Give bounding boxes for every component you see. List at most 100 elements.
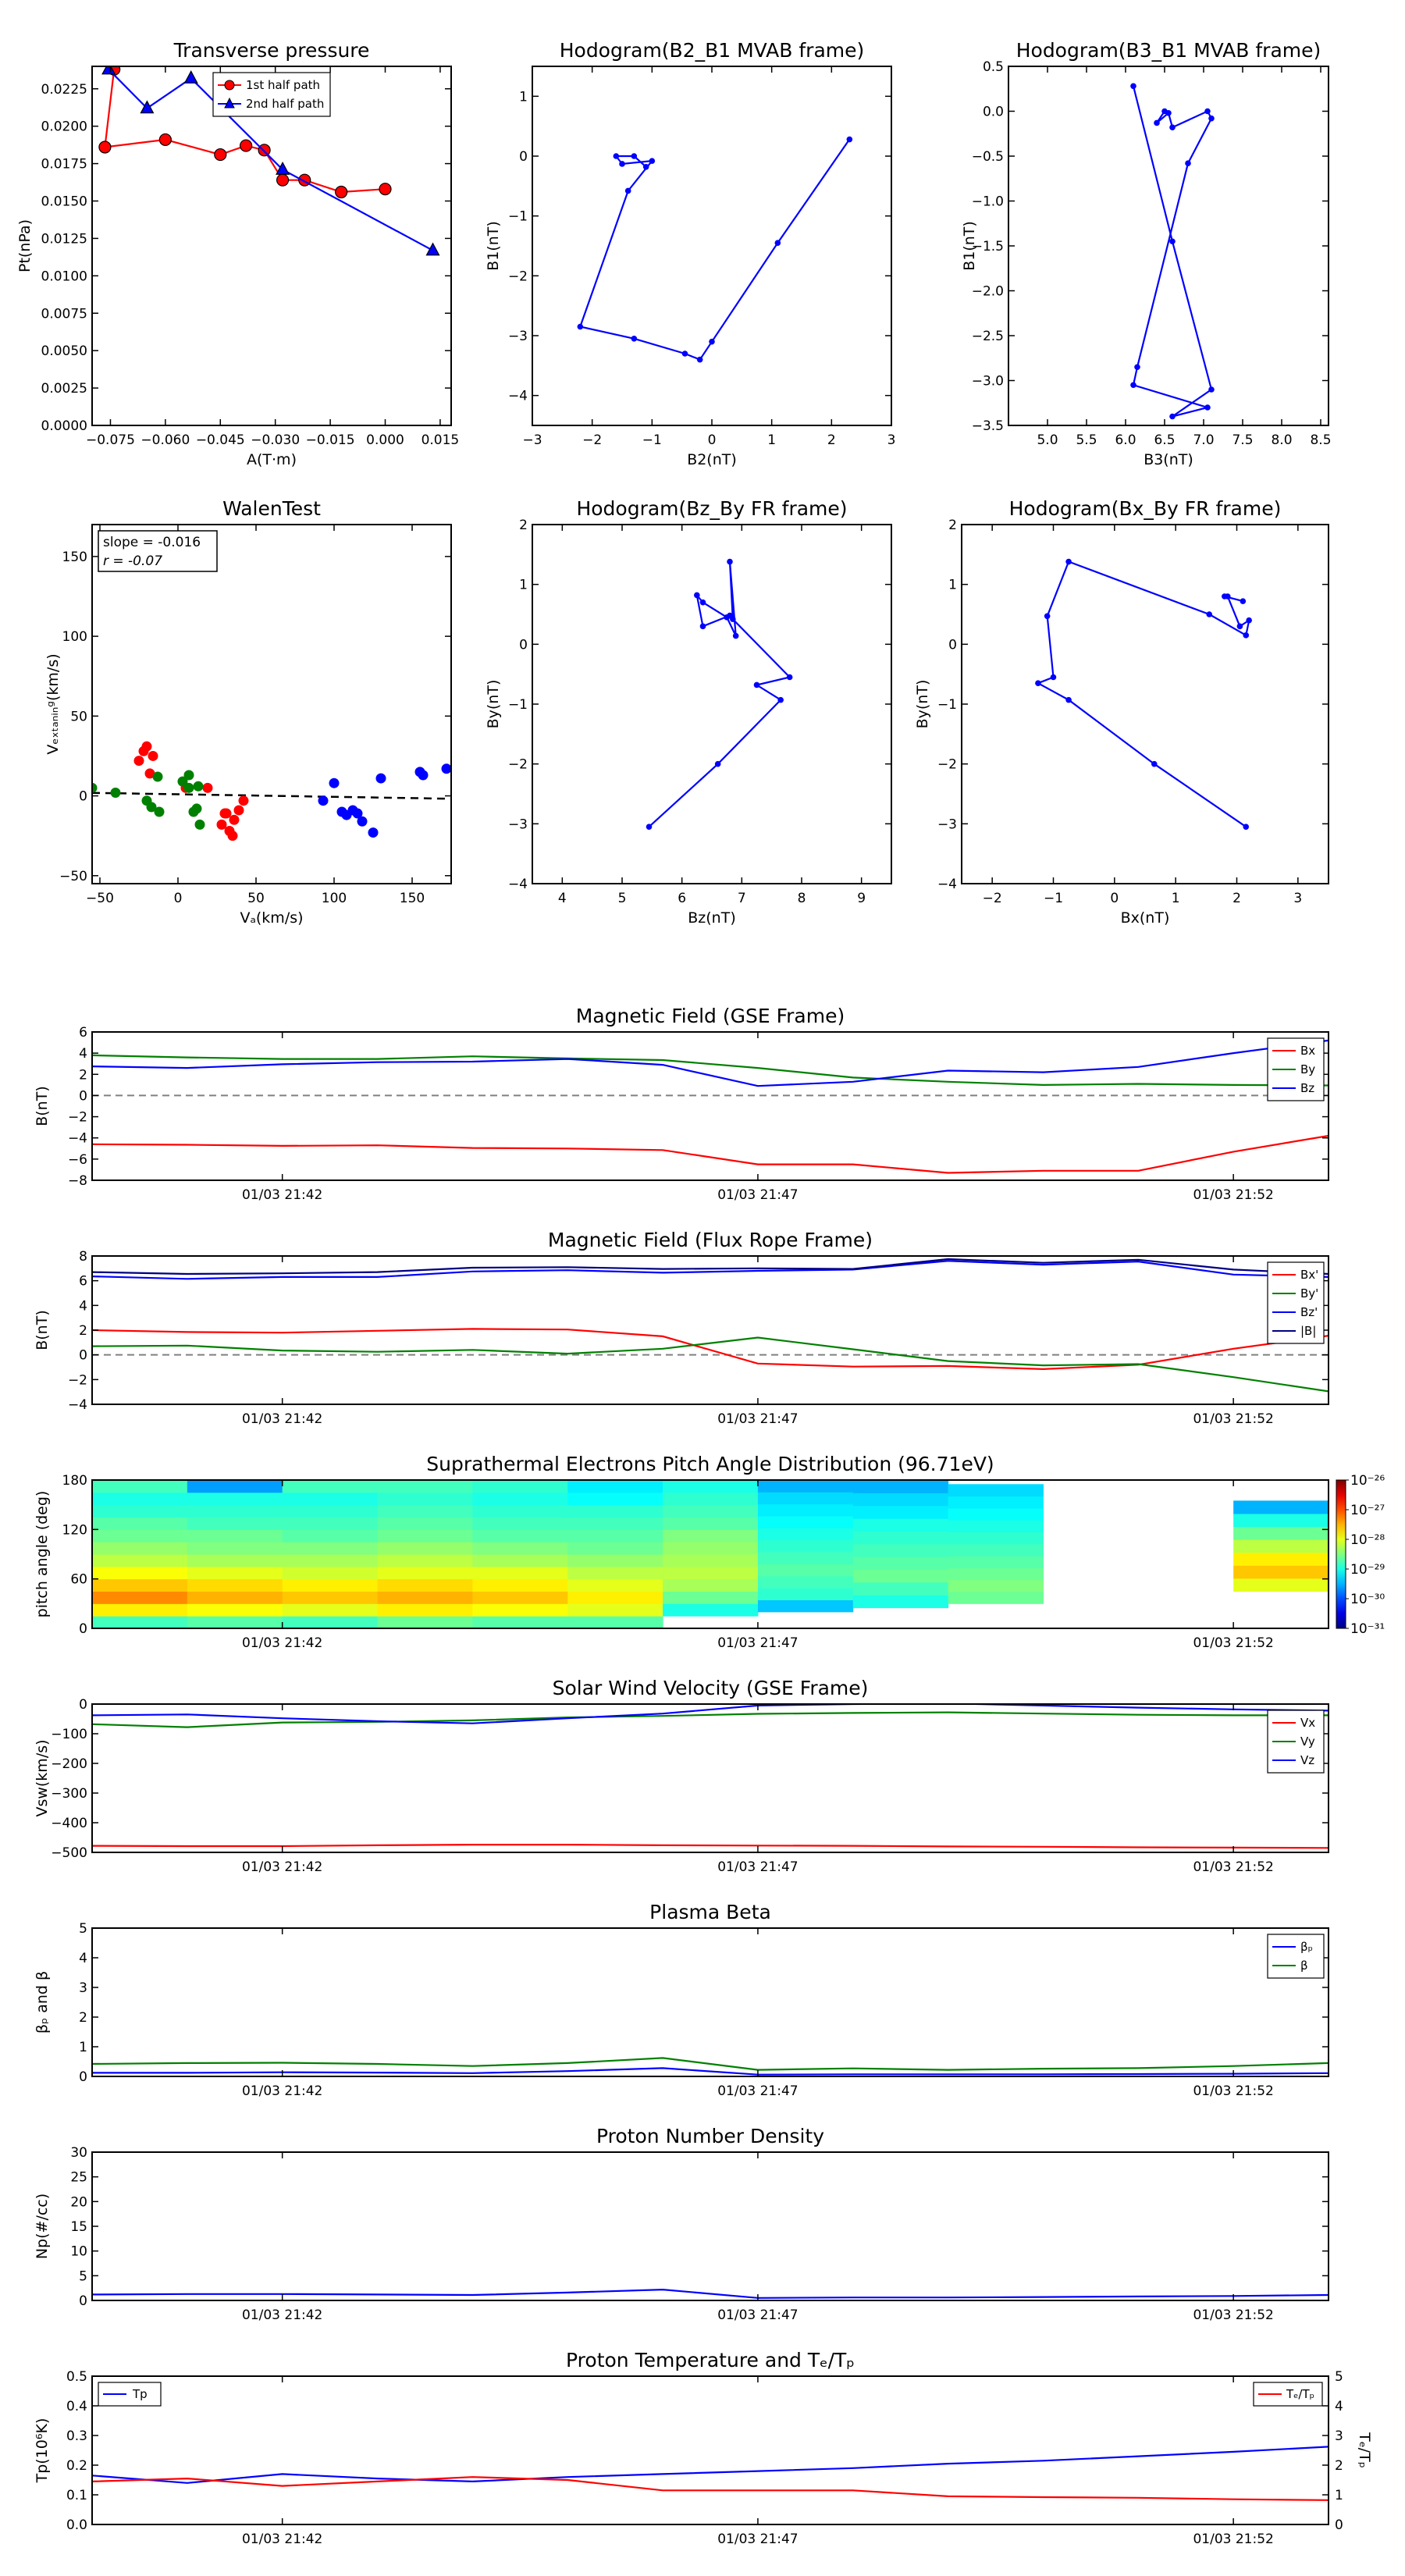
- data-point: [379, 183, 392, 196]
- y-tick-label: −2: [508, 757, 528, 773]
- x-tick-label: −2: [582, 432, 602, 448]
- heatmap-cell: [852, 1543, 949, 1557]
- data-point: [193, 781, 204, 792]
- legend-box: [1267, 1934, 1325, 1979]
- heatmap-cell: [187, 1578, 283, 1592]
- x-tick-label: 01/03 21:42: [242, 1859, 322, 1875]
- heatmap-cell: [377, 1504, 473, 1517]
- heatmap-cell: [187, 1566, 283, 1580]
- heatmap-cell: [663, 1529, 759, 1542]
- x-tick-label: 5.0: [1037, 432, 1058, 448]
- legend-label: |B|: [1300, 1324, 1316, 1338]
- plot-area: [1130, 83, 1215, 420]
- plot-area: [646, 558, 793, 830]
- axes-frame: [1008, 66, 1329, 426]
- y-tick-label: −200: [51, 1756, 87, 1772]
- x-tick-label: 5.5: [1076, 432, 1097, 448]
- colorbar-label: 10⁻³¹: [1350, 1621, 1385, 1637]
- heatmap-cell: [92, 1591, 188, 1604]
- heatmap-cell: [377, 1480, 473, 1493]
- y-tick-label: −4: [937, 877, 957, 892]
- heatmap-cell: [567, 1603, 663, 1617]
- y-tick-label: 2: [79, 1067, 87, 1083]
- y-axis-label: By(nT): [914, 680, 931, 729]
- panel-tp2: Proton Temperature and Tₑ/Tₚ 01/03 21:42 0…: [34, 2349, 1373, 2547]
- data-point: [1243, 824, 1250, 830]
- x-tick-label: −50: [86, 891, 114, 906]
- y-tick-label: −2: [937, 757, 957, 773]
- heatmap-cell: [567, 1566, 663, 1580]
- heatmap-cell: [377, 1603, 473, 1617]
- y-axis-label: βₚ and β: [34, 1971, 51, 2033]
- x-tick-label: 150: [400, 891, 425, 906]
- data-point: [238, 795, 249, 806]
- plot-area: [92, 2057, 1329, 2076]
- data-point: [110, 787, 121, 798]
- panel-pad: Suprathermal Electrons Pitch Angle Distr…: [34, 1453, 1385, 1651]
- data-point: [1185, 160, 1191, 166]
- colorbar: [1336, 1479, 1346, 1629]
- heatmap-cell: [377, 1616, 473, 1628]
- y-tick-label: −3.0: [972, 374, 1004, 390]
- y-tick-label: −2: [68, 1110, 87, 1126]
- x-tick-label: −0.015: [306, 432, 355, 448]
- data-point: [613, 153, 620, 159]
- x-tick-label: 50: [247, 891, 265, 906]
- y-tick-label: 50: [70, 709, 87, 724]
- y-axis-label: pitch angle (deg): [34, 1491, 51, 1618]
- y-tick-label: 4: [79, 1046, 87, 1062]
- heatmap-cell: [187, 1492, 283, 1506]
- legend-label: Bz: [1300, 1081, 1314, 1095]
- data-point: [714, 760, 721, 767]
- data-point: [154, 806, 165, 817]
- y-axis-label: B1(nT): [961, 221, 978, 271]
- x-tick-label: 01/03 21:52: [1193, 2307, 1273, 2323]
- data-point: [1169, 413, 1176, 420]
- heatmap-cell: [282, 1492, 379, 1506]
- y-axis-label: Np(#/cc): [34, 2194, 51, 2259]
- y2-tick-label: 2: [1335, 2458, 1343, 2474]
- y-tick-label: 10: [70, 2244, 87, 2260]
- axes-frame: [91, 2151, 1329, 2301]
- chart-title: Magnetic Field (Flux Rope Frame): [548, 1229, 873, 1251]
- plot-area: [92, 2288, 1329, 2299]
- y-tick-label: 25: [70, 2170, 87, 2186]
- heatmap-cell: [948, 1532, 1044, 1545]
- plot-area: [577, 136, 853, 363]
- data-point: [1208, 115, 1215, 122]
- heatmap-cell: [92, 1616, 188, 1628]
- heatmap-cell: [92, 1566, 188, 1580]
- y-tick-label: 0: [79, 1088, 87, 1104]
- heatmap-cell: [282, 1517, 379, 1530]
- legend-label: Bz': [1300, 1305, 1318, 1319]
- chart-title: Proton Number Density: [596, 2125, 824, 2147]
- x-axis-label: A(T·m): [247, 451, 297, 468]
- data-point: [699, 599, 706, 606]
- heatmap-cell: [282, 1603, 379, 1617]
- heatmap-cell: [852, 1480, 949, 1493]
- heatmap-cell: [1233, 1539, 1329, 1553]
- plot-area: [98, 66, 440, 256]
- data-point: [148, 750, 158, 761]
- heatmap-cell: [187, 1616, 283, 1628]
- series-line: [578, 138, 851, 361]
- heatmap-cell: [948, 1567, 1044, 1581]
- heatmap-cell: [663, 1504, 759, 1517]
- heatmap-cell: [567, 1542, 663, 1555]
- y-tick-label: 2: [948, 518, 957, 533]
- x-tick-label: 01/03 21:52: [1193, 2532, 1273, 2547]
- y-tick-label: 0.0125: [41, 231, 87, 247]
- data-point: [329, 777, 340, 788]
- y-tick-label: −100: [51, 1727, 87, 1742]
- x-tick-label: 8.0: [1271, 432, 1292, 448]
- heatmap-cell: [92, 1480, 188, 1493]
- x-tick-label: 7: [738, 891, 746, 906]
- y-tick-label: −2.0: [972, 284, 1004, 300]
- heatmap-cell: [757, 1552, 854, 1564]
- x-tick-label: 6.0: [1115, 432, 1136, 448]
- data-point: [1161, 108, 1168, 115]
- data-point: [681, 350, 688, 357]
- data-point: [140, 100, 155, 114]
- data-point: [732, 632, 739, 639]
- heatmap-cell: [663, 1492, 759, 1506]
